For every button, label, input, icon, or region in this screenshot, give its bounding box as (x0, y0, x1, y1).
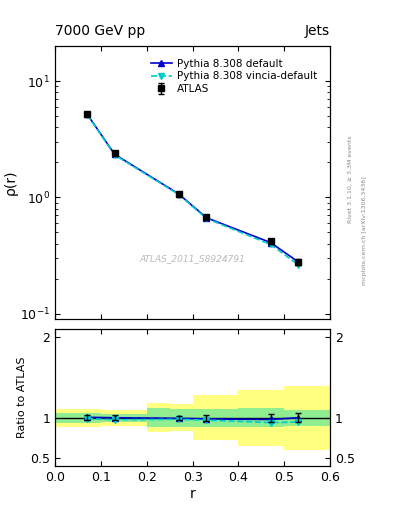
Text: 7000 GeV pp: 7000 GeV pp (55, 25, 145, 38)
Text: mcplots.cern.ch [arXiv:1306.3436]: mcplots.cern.ch [arXiv:1306.3436] (362, 176, 367, 285)
Pythia 8.308 default (112, 151, 117, 157)
Pythia 8.308 default (204, 215, 209, 221)
Pythia 8.308 vincia-default (204, 216, 209, 222)
Pythia 8.308 vincia-default (112, 152, 117, 158)
Pythia 8.308 default (85, 111, 90, 117)
Line: Pythia 8.308 default: Pythia 8.308 default (84, 111, 301, 265)
Pythia 8.308 default (296, 259, 300, 265)
Y-axis label: ρ(r): ρ(r) (3, 170, 17, 196)
Text: Rivet 3.1.10, ≥ 3.3M events: Rivet 3.1.10, ≥ 3.3M events (348, 135, 353, 223)
Pythia 8.308 vincia-default (268, 241, 273, 247)
Legend: Pythia 8.308 default, Pythia 8.308 vincia-default, ATLAS: Pythia 8.308 default, Pythia 8.308 vinci… (149, 57, 320, 96)
Pythia 8.308 vincia-default (85, 112, 90, 118)
Pythia 8.308 vincia-default (296, 262, 300, 268)
X-axis label: r: r (190, 486, 195, 501)
Line: Pythia 8.308 vincia-default: Pythia 8.308 vincia-default (84, 112, 301, 268)
Pythia 8.308 vincia-default (176, 191, 181, 198)
Text: Jets: Jets (305, 25, 330, 38)
Text: ATLAS_2011_S8924791: ATLAS_2011_S8924791 (140, 254, 246, 264)
Pythia 8.308 default (268, 240, 273, 246)
Pythia 8.308 default (176, 191, 181, 197)
Y-axis label: Ratio to ATLAS: Ratio to ATLAS (17, 357, 28, 438)
